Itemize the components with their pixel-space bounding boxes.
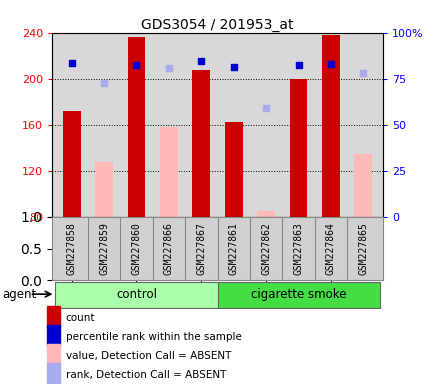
- Point: [133, 62, 140, 68]
- Bar: [55, 282, 217, 308]
- Text: GSM227863: GSM227863: [293, 222, 303, 275]
- Point: [262, 104, 269, 111]
- Text: cigarette smoke: cigarette smoke: [250, 288, 345, 301]
- Point: [100, 80, 107, 86]
- Bar: [192, 70, 210, 217]
- Text: rank, Detection Call = ABSENT: rank, Detection Call = ABSENT: [66, 370, 225, 380]
- Bar: [127, 37, 145, 217]
- Bar: [95, 162, 113, 217]
- Point: [68, 60, 75, 66]
- Text: GSM227864: GSM227864: [325, 222, 335, 275]
- Point: [327, 61, 334, 67]
- Text: agent: agent: [2, 288, 36, 301]
- Text: control: control: [116, 288, 157, 301]
- Point: [294, 62, 301, 68]
- Text: GSM227860: GSM227860: [131, 222, 141, 275]
- Point: [359, 70, 366, 76]
- Text: GSM227861: GSM227861: [228, 222, 238, 275]
- Point: [230, 64, 237, 70]
- Bar: [321, 35, 339, 217]
- Bar: [160, 127, 178, 217]
- Bar: [47, 344, 59, 365]
- Text: percentile rank within the sample: percentile rank within the sample: [66, 332, 241, 342]
- Bar: [47, 362, 59, 384]
- Text: count: count: [66, 313, 95, 323]
- Bar: [224, 122, 242, 217]
- Title: GDS3054 / 201953_at: GDS3054 / 201953_at: [141, 18, 293, 31]
- Point: [165, 65, 172, 71]
- Text: GSM227862: GSM227862: [260, 222, 270, 275]
- Bar: [289, 79, 307, 217]
- Point: [197, 58, 204, 65]
- Text: GSM227866: GSM227866: [164, 222, 174, 275]
- Text: GSM227859: GSM227859: [99, 222, 109, 275]
- Text: value, Detection Call = ABSENT: value, Detection Call = ABSENT: [66, 351, 230, 361]
- Text: GSM227867: GSM227867: [196, 222, 206, 275]
- Bar: [62, 111, 80, 217]
- Text: GSM227865: GSM227865: [358, 222, 368, 275]
- Bar: [47, 325, 59, 346]
- Bar: [47, 306, 59, 328]
- Bar: [354, 154, 372, 217]
- Bar: [256, 211, 274, 217]
- Text: GSM227858: GSM227858: [66, 222, 76, 275]
- Bar: [217, 282, 379, 308]
